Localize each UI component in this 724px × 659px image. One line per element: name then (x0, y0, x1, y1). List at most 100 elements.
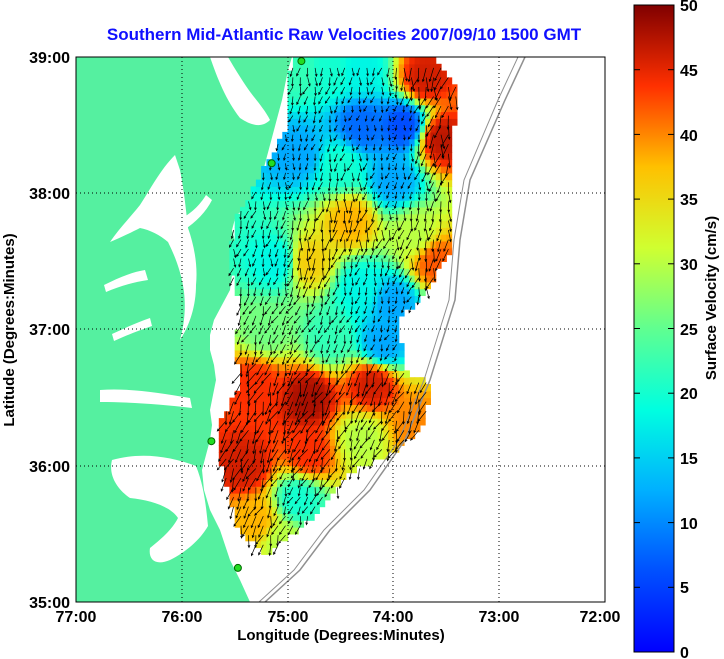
velocity-cell (314, 431, 320, 440)
velocity-vector (242, 525, 249, 538)
velocity-cell (377, 152, 384, 160)
velocity-cell (446, 166, 453, 174)
velocity-vector (351, 191, 356, 203)
velocity-cell (224, 479, 230, 487)
velocity-cell (372, 111, 379, 119)
velocity-cell (292, 206, 299, 215)
velocity-vector (349, 287, 353, 296)
velocity-cell (377, 166, 384, 174)
velocity-cell (377, 431, 384, 440)
velocity-vector (305, 153, 309, 162)
velocity-vector (417, 86, 421, 102)
velocity-cell (277, 336, 283, 344)
velocity-cell (372, 254, 379, 262)
velocity-cell (218, 424, 225, 433)
velocity-cell (340, 418, 347, 426)
velocity-cell (414, 145, 421, 153)
velocity-vector (397, 229, 405, 240)
velocity-cell (282, 295, 289, 303)
velocity-cell (414, 234, 421, 242)
velocity-cell (393, 240, 400, 249)
velocity-cell (435, 159, 442, 167)
velocity-cell (298, 356, 305, 365)
velocity-cell (292, 384, 299, 392)
velocity-cell (234, 336, 241, 344)
velocity-vector (296, 124, 301, 132)
velocity-vector (386, 439, 390, 453)
velocity-vector (324, 96, 331, 104)
velocity-cell (425, 193, 431, 201)
velocity-cell (250, 295, 257, 303)
velocity-cell (261, 520, 267, 528)
velocity-vector (314, 191, 318, 202)
velocity-cell (271, 309, 278, 317)
velocity-cell (277, 179, 283, 187)
velocity-vector (299, 210, 302, 222)
velocity-cell (308, 200, 315, 208)
velocity-cell (393, 302, 400, 310)
velocity-vector (398, 258, 405, 269)
velocity-vector (239, 344, 243, 356)
velocity-vector (274, 487, 279, 498)
velocity-cell (372, 275, 379, 283)
velocity-cell (382, 315, 389, 324)
velocity-vector (299, 516, 303, 526)
velocity-cell (345, 445, 352, 453)
velocity-cell (345, 193, 352, 201)
velocity-vector (359, 392, 368, 406)
velocity-cell (298, 315, 305, 324)
velocity-cell (398, 377, 405, 385)
velocity-cell (234, 520, 241, 528)
velocity-cell (377, 268, 384, 276)
velocity-vector (336, 430, 339, 443)
colorbar-tick-label: 5 (680, 580, 689, 597)
velocity-vector (251, 525, 257, 539)
velocity-vector (394, 325, 397, 333)
velocity-cell (245, 479, 252, 487)
velocity-cell (377, 322, 384, 331)
velocity-cell (261, 527, 267, 535)
velocity-cell (287, 315, 294, 324)
velocity-cell (266, 533, 273, 542)
velocity-cell (356, 336, 363, 344)
velocity-cell (356, 111, 363, 119)
velocity-cell (398, 213, 405, 222)
velocity-vector (246, 458, 257, 471)
velocity-cell (271, 384, 278, 392)
velocity-cell (388, 275, 394, 283)
velocity-cell (372, 390, 379, 399)
velocity-cell (261, 540, 267, 549)
velocity-cell (287, 179, 294, 187)
velocity-cell (388, 281, 394, 290)
velocity-cell (298, 438, 305, 446)
velocity-cell (303, 384, 310, 392)
velocity-cell (366, 77, 373, 85)
velocity-vector (305, 134, 309, 142)
velocity-cell (287, 186, 294, 194)
velocity-cell (240, 281, 246, 290)
velocity-cell (345, 384, 352, 392)
velocity-vector (254, 239, 258, 249)
velocity-vector (374, 201, 378, 212)
velocity-cell (240, 315, 246, 324)
velocity-cell (314, 493, 320, 501)
velocity-vector (303, 144, 309, 151)
velocity-vector (292, 172, 295, 181)
velocity-cell (393, 97, 400, 106)
velocity-vector (280, 220, 286, 230)
velocity-cell (377, 445, 384, 453)
velocity-cell (382, 445, 389, 453)
velocity-vector (310, 506, 316, 515)
colorbar-tick-label: 15 (680, 451, 698, 468)
velocity-cell (398, 234, 405, 242)
velocity-cell (361, 179, 368, 187)
velocity-vector (313, 153, 317, 162)
velocity-cell (419, 57, 426, 65)
velocity-vector (341, 67, 346, 77)
velocity-cell (234, 418, 241, 426)
velocity-cell (398, 247, 405, 256)
velocity-vector (423, 239, 427, 252)
velocity-vector (331, 315, 338, 324)
velocity-cell (425, 131, 431, 140)
velocity-cell (419, 63, 426, 72)
